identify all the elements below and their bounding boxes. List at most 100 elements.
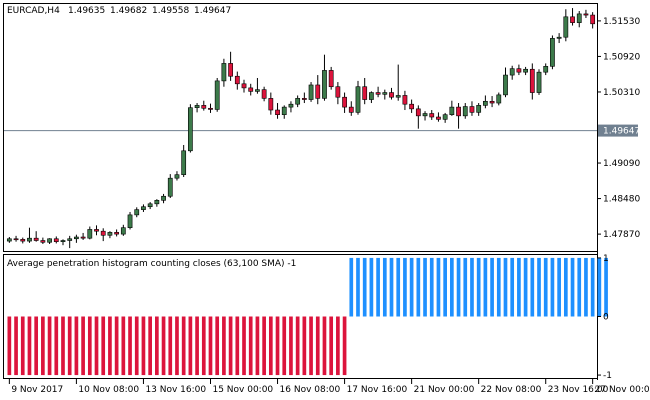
- time-tick-label: 15 Nov 00:00: [212, 385, 273, 395]
- candle: [409, 99, 415, 113]
- histogram-bar: [563, 257, 568, 317]
- candle-body: [348, 106, 354, 113]
- histogram-bar: [74, 316, 79, 376]
- price-tick-label: 1.48480: [603, 195, 640, 205]
- histogram-bar: [577, 257, 582, 317]
- current-price-tag: 1.49647: [598, 124, 640, 137]
- candle-body: [27, 237, 32, 242]
- histogram-bar: [34, 316, 39, 376]
- candle: [503, 67, 508, 98]
- histogram-bar: [369, 257, 374, 317]
- histogram-bar: [268, 316, 273, 376]
- candle: [74, 234, 79, 243]
- candle: [529, 63, 535, 100]
- histogram-bar: [235, 316, 240, 376]
- candle-body: [389, 92, 394, 98]
- candle-body: [422, 113, 428, 117]
- candle-body: [214, 80, 220, 110]
- candle: [261, 86, 267, 102]
- candle-body: [107, 232, 113, 236]
- histogram-bar: [47, 316, 52, 376]
- histogram-bar: [309, 316, 313, 376]
- histogram-bar: [443, 257, 447, 317]
- price-tick-label: 1.49090: [603, 159, 640, 169]
- candle-body: [436, 116, 441, 120]
- candle: [570, 8, 575, 26]
- histogram-bar: [155, 316, 159, 376]
- candle-body: [543, 66, 549, 73]
- candle: [543, 63, 549, 76]
- candle-body: [288, 103, 294, 108]
- histogram-bar: [537, 257, 541, 317]
- candle: [523, 66, 528, 76]
- histogram-bar: [195, 316, 199, 376]
- histogram-bar: [517, 257, 521, 317]
- histogram-bar: [382, 257, 387, 317]
- candle: [556, 33, 562, 44]
- candle-body: [208, 107, 213, 110]
- candle: [509, 65, 515, 80]
- histogram-bar: [175, 316, 179, 376]
- histogram-bar: [557, 257, 561, 317]
- current-price-tag-label: 1.49647: [603, 127, 640, 137]
- histogram-bar: [255, 316, 260, 376]
- candle-body: [536, 71, 542, 93]
- candle: [348, 101, 354, 116]
- candle: [436, 112, 441, 122]
- candle: [100, 228, 106, 242]
- histogram-bar: [356, 257, 360, 317]
- time-tick-label: 17 Nov 16:00: [347, 385, 408, 395]
- histogram-bar: [262, 316, 266, 376]
- candle-body: [301, 98, 307, 100]
- candle: [268, 92, 274, 115]
- candle: [208, 103, 213, 113]
- candle-body: [509, 68, 515, 76]
- histogram-bar: [450, 257, 454, 317]
- candle-body: [221, 63, 227, 82]
- ohlc-open-label: 1.49635: [68, 6, 105, 16]
- candle-body: [167, 177, 173, 197]
- histogram-bar: [222, 316, 226, 376]
- histogram-bar: [128, 316, 132, 376]
- price-tick-label: 1.50310: [603, 88, 640, 98]
- candle: [187, 104, 193, 153]
- time-tick-label: 10 Nov 08:00: [78, 385, 139, 395]
- candle-body: [127, 214, 133, 228]
- histogram-bar: [463, 257, 468, 317]
- histogram-bar: [20, 316, 25, 376]
- candle-body: [161, 195, 166, 201]
- histogram-bar: [289, 316, 293, 376]
- histogram-bar: [403, 257, 407, 317]
- histogram-bar: [470, 257, 474, 317]
- candle: [234, 71, 240, 90]
- candle: [87, 226, 93, 240]
- candle-body: [516, 68, 522, 73]
- candle-body: [87, 229, 93, 239]
- histogram-bar: [376, 257, 380, 317]
- histogram-bar: [181, 316, 186, 376]
- candle: [422, 111, 428, 121]
- candle-body: [369, 92, 374, 100]
- candle-body: [67, 238, 73, 241]
- candle: [20, 237, 26, 244]
- candle: [462, 103, 468, 119]
- histogram-bar: [329, 316, 334, 376]
- candle: [67, 235, 73, 249]
- histogram-bar: [228, 316, 233, 376]
- histogram-bar: [295, 316, 300, 376]
- histogram-bar: [342, 316, 347, 376]
- histogram-bar: [336, 316, 340, 376]
- candle-body: [395, 95, 401, 98]
- histogram-bar: [362, 257, 367, 317]
- candle: [489, 96, 495, 108]
- candle: [27, 227, 32, 243]
- candle-body: [181, 150, 187, 175]
- histogram-bar: [510, 257, 515, 317]
- candle: [295, 95, 301, 108]
- candle-body: [120, 227, 126, 235]
- current-price-tag-bg: [598, 124, 638, 137]
- candle-body: [228, 63, 233, 77]
- histogram-bar: [530, 257, 535, 317]
- candle-body: [154, 200, 160, 205]
- price-axis: 1.51530 1.50920 1.50310 1.49090 1.48480 1.478…: [597, 17, 640, 240]
